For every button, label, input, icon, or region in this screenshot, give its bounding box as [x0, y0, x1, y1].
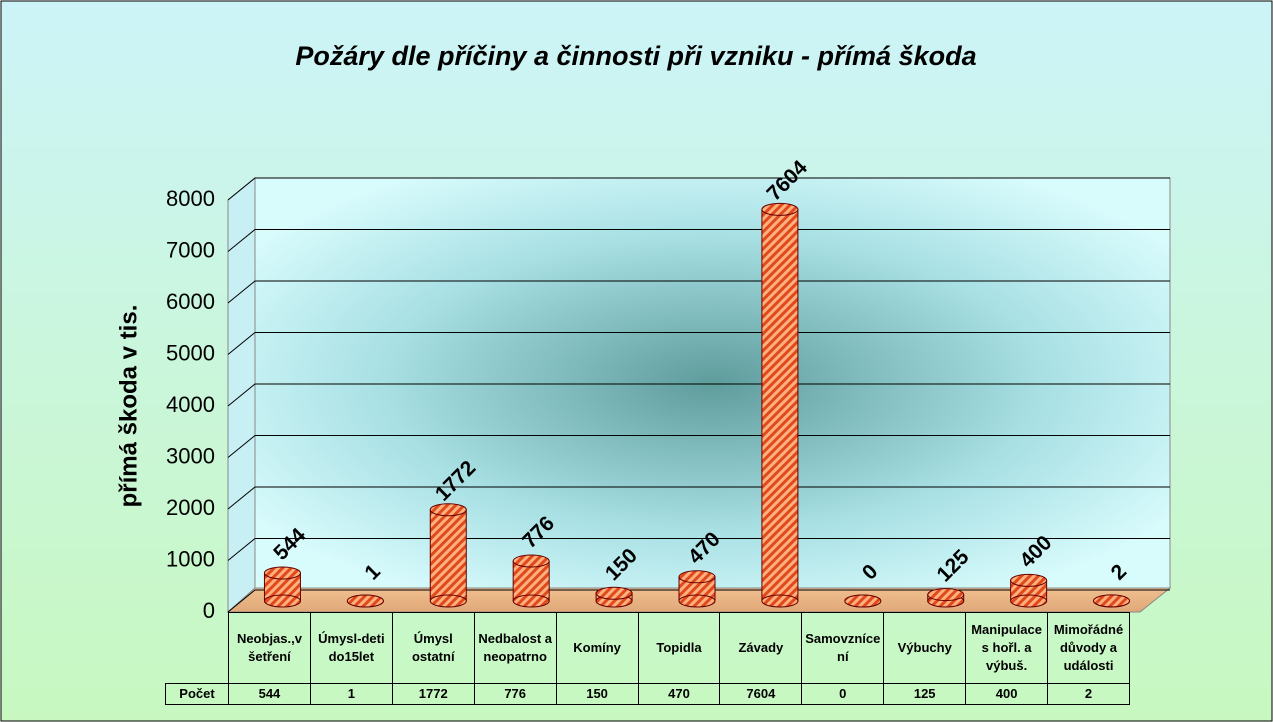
grid-line: [227, 177, 1170, 201]
table-cell: Komíny: [555, 612, 639, 684]
bar-base: [761, 594, 799, 608]
bar-cap: [346, 594, 384, 608]
y-tick-label: 6000: [166, 289, 215, 314]
table-cell: Neobjas.,v šetření: [228, 612, 311, 684]
y-tick-label: 2000: [166, 495, 215, 520]
grid-line: [227, 538, 1170, 561]
table-cell: Závady: [719, 612, 803, 684]
table-cell: 776: [473, 683, 557, 705]
table-cell: 1772: [391, 683, 475, 705]
bar-base: [429, 594, 467, 608]
chart-title: Požáry dle příčiny a činnosti při vzniku…: [295, 41, 976, 71]
table-cell: Manipulace s hořl. a výbuš.: [965, 612, 1049, 684]
bar-cap: [429, 503, 467, 517]
grid-line: [227, 280, 1170, 304]
table-cell: 1: [309, 683, 393, 705]
table-cell: Úmysl ostatní: [391, 612, 475, 684]
table-cell: 0: [801, 683, 885, 705]
table-cell: Topidla: [637, 612, 721, 684]
grid-line: [227, 332, 1170, 355]
bar-cap: [678, 570, 716, 584]
y-tick-label: 5000: [166, 340, 215, 365]
bar-cap: [844, 594, 882, 608]
table-cell: 2: [1047, 683, 1130, 705]
y-axis-title: přímá škoda v tis.: [115, 305, 142, 508]
table-cell: 7604: [719, 683, 803, 705]
table-cell: Mimořádné důvody a události: [1047, 612, 1130, 684]
bar-cap: [512, 554, 550, 568]
grid-line: [227, 229, 1170, 252]
table-cell: 125: [883, 683, 967, 705]
table-row: Neobjas.,v šetření Úmysl-deti do15let Úmys…: [166, 612, 1130, 684]
table-cell: [166, 613, 229, 684]
bar-base: [1010, 594, 1048, 608]
bar-base: [263, 594, 301, 608]
grid-line: [227, 383, 1170, 407]
y-tick-label: 4000: [166, 392, 215, 417]
table-cell: 400: [965, 683, 1049, 705]
bar-base: [512, 594, 550, 608]
bar-cap: [595, 586, 633, 600]
grid-line: [227, 589, 1170, 613]
y-tick-label: 1000: [166, 546, 215, 571]
grid-line: [227, 435, 1170, 458]
table-cell: Úmysl-deti do15let: [309, 612, 393, 684]
table-cell: Počet: [165, 683, 229, 705]
table-cell: Výbuchy: [883, 612, 967, 684]
bar: [429, 509, 467, 602]
table-row: Počet 544 1 1772 776 150 470 7604 0 125 400 2: [165, 683, 1130, 705]
table-cell: 544: [228, 683, 311, 705]
y-tick-label: 0: [203, 598, 215, 623]
table-cell: Samovznícení: [801, 612, 885, 684]
bar-cap: [927, 588, 965, 602]
table-cell: 470: [637, 683, 721, 705]
bar-cap: [761, 202, 799, 216]
bar-cap: [1093, 594, 1131, 608]
y-tick-label: 7000: [166, 237, 215, 262]
bar-cap: [1010, 573, 1048, 587]
back-wall: [254, 177, 1171, 589]
grid-line: [227, 486, 1170, 510]
data-table: Neobjas.,v šetření Úmysl-deti do15let Úmys…: [165, 612, 1130, 705]
bar-base: [678, 594, 716, 608]
bar: [761, 208, 799, 602]
bar-cap: [263, 566, 301, 580]
y-tick-label: 3000: [166, 443, 215, 468]
table-cell: 150: [555, 683, 639, 705]
table-cell: Nedbalost a neopatrno: [473, 612, 557, 684]
y-tick-label: 8000: [166, 186, 215, 211]
